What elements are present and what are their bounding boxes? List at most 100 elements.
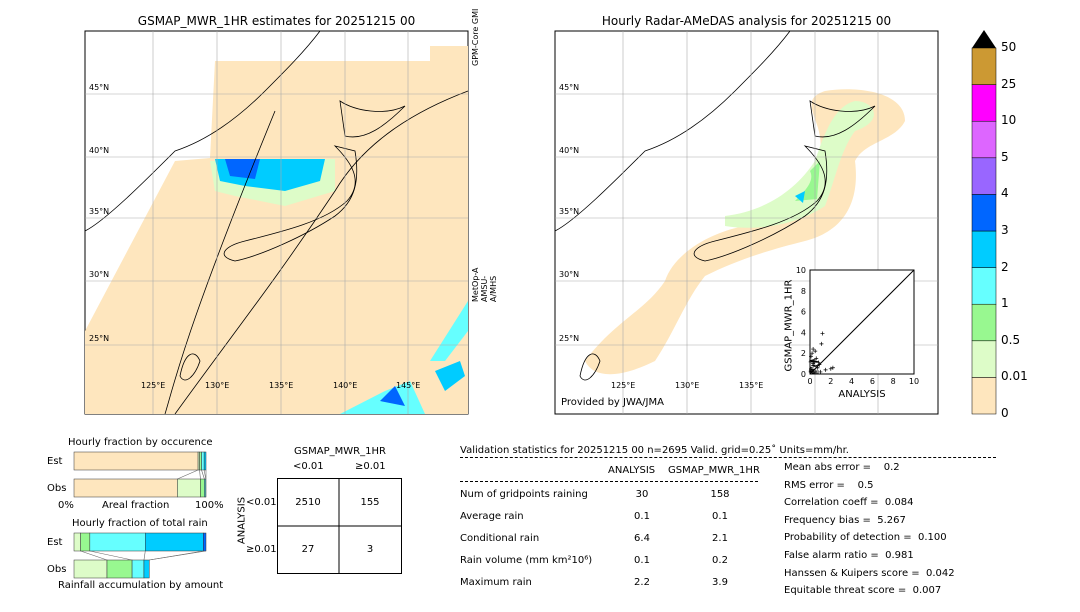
colorbar-segment bbox=[972, 341, 996, 378]
col-header-1: ≥0.01 bbox=[355, 461, 386, 472]
scatter-ylabel: GSMAP_MWR_1HR bbox=[784, 274, 795, 378]
stacked-bar-segment bbox=[203, 533, 206, 551]
colorbar-label: 0.5 bbox=[1001, 333, 1020, 347]
stacked-bar-segment bbox=[74, 533, 81, 551]
left-map bbox=[85, 31, 468, 414]
occ-x-0: 0% bbox=[58, 500, 74, 511]
occ-xlabel: Areal fraction bbox=[102, 500, 169, 511]
colorbar-label: 10 bbox=[1001, 113, 1016, 127]
score-line: Mean abs error = 0.2 bbox=[784, 462, 900, 473]
colorbar-label: 0.01 bbox=[1001, 369, 1028, 383]
stacked-bar-segment bbox=[90, 533, 145, 551]
scatter-xtick: 10 bbox=[909, 377, 919, 386]
cell-10: 27 bbox=[277, 544, 339, 555]
score-line: False alarm ratio = 0.981 bbox=[784, 550, 914, 561]
stacked-bar-segment bbox=[177, 479, 200, 497]
lat-label: 30°N bbox=[559, 270, 579, 279]
colorbar-segment bbox=[972, 158, 996, 195]
left-map-sensor-top: GPM-Core GMI bbox=[471, 28, 480, 66]
stacked-bar-segment bbox=[202, 452, 205, 470]
colorbar bbox=[972, 30, 996, 416]
stacked-bar-segment bbox=[145, 533, 203, 551]
occ-x-1: 100% bbox=[195, 500, 224, 511]
stats-col-gsmap: GSMAP_MWR_1HR bbox=[668, 465, 760, 476]
rain-xlabel: Rainfall accumulation by amount bbox=[58, 580, 223, 591]
lon-label: 130°E bbox=[675, 381, 699, 390]
colorbar-segment bbox=[972, 85, 996, 122]
colorbar-label: 3 bbox=[1001, 223, 1009, 237]
scatter-ytick: 4 bbox=[801, 328, 806, 337]
colorbar-segment bbox=[972, 304, 996, 341]
colorbar-segment bbox=[972, 231, 996, 268]
stacked-bar-segment bbox=[204, 452, 206, 470]
colorbar-label: 4 bbox=[1001, 186, 1009, 200]
score-line: RMS error = 0.5 bbox=[784, 480, 874, 491]
lat-label: 40°N bbox=[89, 146, 109, 155]
stat-row-analysis: 0.1 bbox=[612, 511, 672, 522]
rain-est-label: Est bbox=[47, 537, 62, 548]
lat-label: 45°N bbox=[89, 83, 109, 92]
scatter-ytick: 8 bbox=[801, 287, 806, 296]
lat-label: 25°N bbox=[559, 334, 579, 343]
stacked-bar-segment bbox=[74, 479, 177, 497]
left-map-sensor-right: MetOp-A AMSU-A/MHS bbox=[471, 250, 491, 302]
occ-est-label: Est bbox=[47, 456, 62, 467]
stat-row-analysis: 6.4 bbox=[612, 533, 672, 544]
lat-label: 25°N bbox=[89, 334, 109, 343]
scatter-xtick: 0 bbox=[807, 377, 812, 386]
scatter-inset: 00 2 2 4 4 6 6 8 8 10 10 bbox=[780, 262, 930, 407]
contingency-title: GSMAP_MWR_1HR bbox=[278, 446, 402, 457]
rain-obs-label: Obs bbox=[47, 564, 66, 575]
score-line: Equitable threat score = 0.007 bbox=[784, 585, 941, 596]
lon-label: 135°E bbox=[269, 381, 293, 390]
stat-row-gsmap: 0.1 bbox=[690, 511, 750, 522]
stat-row-analysis: 2.2 bbox=[612, 577, 672, 588]
col-header-0: <0.01 bbox=[293, 461, 324, 472]
rain-fraction-title: Hourly fraction of total rain bbox=[72, 518, 208, 529]
cell-00: 2510 bbox=[277, 497, 339, 508]
score-line: Frequency bias = 5.267 bbox=[784, 515, 906, 526]
stat-row-analysis: 0.1 bbox=[612, 555, 672, 566]
scatter-ytick: 2 bbox=[801, 349, 806, 358]
stacked-bar-segment bbox=[74, 452, 198, 470]
lat-label: 30°N bbox=[89, 270, 109, 279]
colorbar-segment bbox=[972, 121, 996, 158]
score-line: Correlation coeff = 0.084 bbox=[784, 497, 914, 508]
lon-label: 125°E bbox=[141, 381, 165, 390]
colorbar-label: 2 bbox=[1001, 260, 1009, 274]
lon-label: 130°E bbox=[205, 381, 229, 390]
lon-label: 125°E bbox=[611, 381, 635, 390]
left-map-title: GSMAP_MWR_1HR estimates for 20251215 00 bbox=[85, 14, 468, 28]
occurrence-bars bbox=[74, 452, 209, 498]
stat-row-label: Rain volume (mm km²10⁶) bbox=[460, 555, 592, 566]
lon-label: 135°E bbox=[739, 381, 763, 390]
stacked-bar-segment bbox=[200, 452, 202, 470]
stats-col-analysis: ANALYSIS bbox=[608, 465, 655, 476]
colorbar-segment bbox=[972, 194, 996, 231]
contingency-grid bbox=[277, 478, 402, 574]
right-map-credit: Provided by JWA/JMA bbox=[561, 397, 664, 408]
stacked-bar-segment bbox=[132, 560, 144, 578]
stacked-bar-segment bbox=[200, 479, 204, 497]
scatter-xtick: 2 bbox=[828, 377, 833, 386]
scatter-xtick: 6 bbox=[870, 377, 875, 386]
colorbar-segment bbox=[972, 377, 996, 414]
stat-row-label: Conditional rain bbox=[460, 533, 539, 544]
lat-label: 40°N bbox=[559, 146, 579, 155]
colorbar-label: 25 bbox=[1001, 77, 1016, 91]
stacked-bar-segment bbox=[81, 533, 90, 551]
occurrence-title: Hourly fraction by occurence bbox=[68, 437, 212, 448]
colorbar-segment bbox=[972, 268, 996, 305]
lon-label: 140°E bbox=[333, 381, 357, 390]
score-line: Probability of detection = 0.100 bbox=[784, 532, 947, 543]
cell-01: 155 bbox=[339, 497, 401, 508]
lon-label: 145°E bbox=[396, 381, 420, 390]
colorbar-label: 50 bbox=[1001, 40, 1016, 54]
stat-row-label: Average rain bbox=[460, 511, 524, 522]
colorbar-segment bbox=[972, 48, 996, 85]
row-header-1: ≥0.01 bbox=[246, 544, 277, 555]
scatter-ytick: 6 bbox=[801, 308, 806, 317]
score-line: Hanssen & Kuipers score = 0.042 bbox=[784, 568, 955, 579]
scatter-xtick: 8 bbox=[891, 377, 896, 386]
occ-obs-label: Obs bbox=[47, 483, 66, 494]
